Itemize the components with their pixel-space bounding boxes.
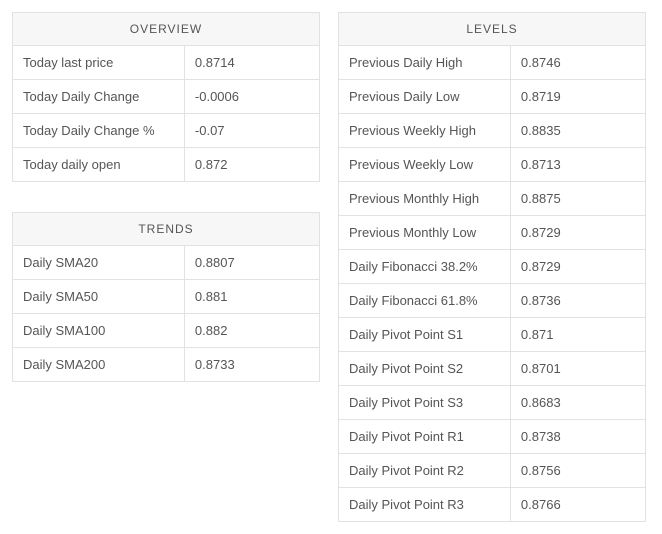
- table-row: Today Daily Change-0.0006: [13, 80, 320, 114]
- row-label: Daily SMA50: [13, 280, 185, 314]
- row-value: 0.8719: [510, 80, 645, 114]
- trends-title: TRENDS: [13, 213, 320, 246]
- row-label: Daily SMA200: [13, 348, 185, 382]
- row-value: 0.8736: [510, 284, 645, 318]
- row-value: 0.8714: [184, 46, 319, 80]
- row-label: Today Daily Change: [13, 80, 185, 114]
- row-label: Daily Pivot Point S1: [339, 318, 511, 352]
- row-value: 0.882: [184, 314, 319, 348]
- table-row: Daily Pivot Point R30.8766: [339, 488, 646, 522]
- table-row: Previous Daily Low0.8719: [339, 80, 646, 114]
- row-label: Previous Monthly High: [339, 182, 511, 216]
- row-value: 0.8875: [510, 182, 645, 216]
- row-value: 0.8701: [510, 352, 645, 386]
- table-row: Daily Pivot Point S20.8701: [339, 352, 646, 386]
- table-row: Daily Pivot Point R10.8738: [339, 420, 646, 454]
- overview-body: Today last price0.8714Today Daily Change…: [13, 46, 320, 182]
- right-column: LEVELS Previous Daily High0.8746Previous…: [338, 12, 646, 522]
- row-label: Previous Weekly High: [339, 114, 511, 148]
- table-row: Daily SMA2000.8733: [13, 348, 320, 382]
- overview-title: OVERVIEW: [13, 13, 320, 46]
- trends-body: Daily SMA200.8807Daily SMA500.881Daily S…: [13, 246, 320, 382]
- row-label: Previous Daily High: [339, 46, 511, 80]
- row-value: 0.8683: [510, 386, 645, 420]
- row-label: Daily Pivot Point R3: [339, 488, 511, 522]
- table-row: Daily Pivot Point S30.8683: [339, 386, 646, 420]
- table-row: Previous Weekly Low0.8713: [339, 148, 646, 182]
- row-label: Daily SMA20: [13, 246, 185, 280]
- table-row: Daily Fibonacci 38.2%0.8729: [339, 250, 646, 284]
- row-value: 0.8766: [510, 488, 645, 522]
- trends-table: TRENDS Daily SMA200.8807Daily SMA500.881…: [12, 212, 320, 382]
- table-row: Daily Pivot Point R20.8756: [339, 454, 646, 488]
- row-label: Previous Daily Low: [339, 80, 511, 114]
- tables-container: OVERVIEW Today last price0.8714Today Dai…: [12, 12, 650, 522]
- row-label: Daily Fibonacci 38.2%: [339, 250, 511, 284]
- table-row: Today daily open0.872: [13, 148, 320, 182]
- row-label: Today last price: [13, 46, 185, 80]
- row-value: 0.8835: [510, 114, 645, 148]
- row-label: Previous Monthly Low: [339, 216, 511, 250]
- table-row: Previous Monthly High0.8875: [339, 182, 646, 216]
- row-label: Previous Weekly Low: [339, 148, 511, 182]
- table-row: Daily Fibonacci 61.8%0.8736: [339, 284, 646, 318]
- row-value: -0.0006: [184, 80, 319, 114]
- row-value: 0.8729: [510, 216, 645, 250]
- row-value: 0.8807: [184, 246, 319, 280]
- overview-table: OVERVIEW Today last price0.8714Today Dai…: [12, 12, 320, 182]
- table-row: Previous Daily High0.8746: [339, 46, 646, 80]
- row-label: Daily Pivot Point R2: [339, 454, 511, 488]
- row-value: 0.8733: [184, 348, 319, 382]
- row-value: 0.8738: [510, 420, 645, 454]
- table-row: Today last price0.8714: [13, 46, 320, 80]
- levels-table: LEVELS Previous Daily High0.8746Previous…: [338, 12, 646, 522]
- row-label: Today Daily Change %: [13, 114, 185, 148]
- table-row: Daily SMA500.881: [13, 280, 320, 314]
- row-value: 0.8729: [510, 250, 645, 284]
- table-row: Today Daily Change %-0.07: [13, 114, 320, 148]
- row-value: 0.8713: [510, 148, 645, 182]
- row-label: Daily Fibonacci 61.8%: [339, 284, 511, 318]
- levels-title: LEVELS: [339, 13, 646, 46]
- row-label: Daily Pivot Point S3: [339, 386, 511, 420]
- table-row: Previous Weekly High0.8835: [339, 114, 646, 148]
- table-row: Daily Pivot Point S10.871: [339, 318, 646, 352]
- row-value: 0.871: [510, 318, 645, 352]
- left-column: OVERVIEW Today last price0.8714Today Dai…: [12, 12, 320, 382]
- table-row: Daily SMA1000.882: [13, 314, 320, 348]
- row-label: Daily Pivot Point R1: [339, 420, 511, 454]
- table-row: Daily SMA200.8807: [13, 246, 320, 280]
- row-value: -0.07: [184, 114, 319, 148]
- levels-body: Previous Daily High0.8746Previous Daily …: [339, 46, 646, 522]
- table-row: Previous Monthly Low0.8729: [339, 216, 646, 250]
- row-value: 0.8756: [510, 454, 645, 488]
- row-value: 0.872: [184, 148, 319, 182]
- row-label: Daily SMA100: [13, 314, 185, 348]
- row-label: Daily Pivot Point S2: [339, 352, 511, 386]
- row-value: 0.8746: [510, 46, 645, 80]
- row-label: Today daily open: [13, 148, 185, 182]
- row-value: 0.881: [184, 280, 319, 314]
